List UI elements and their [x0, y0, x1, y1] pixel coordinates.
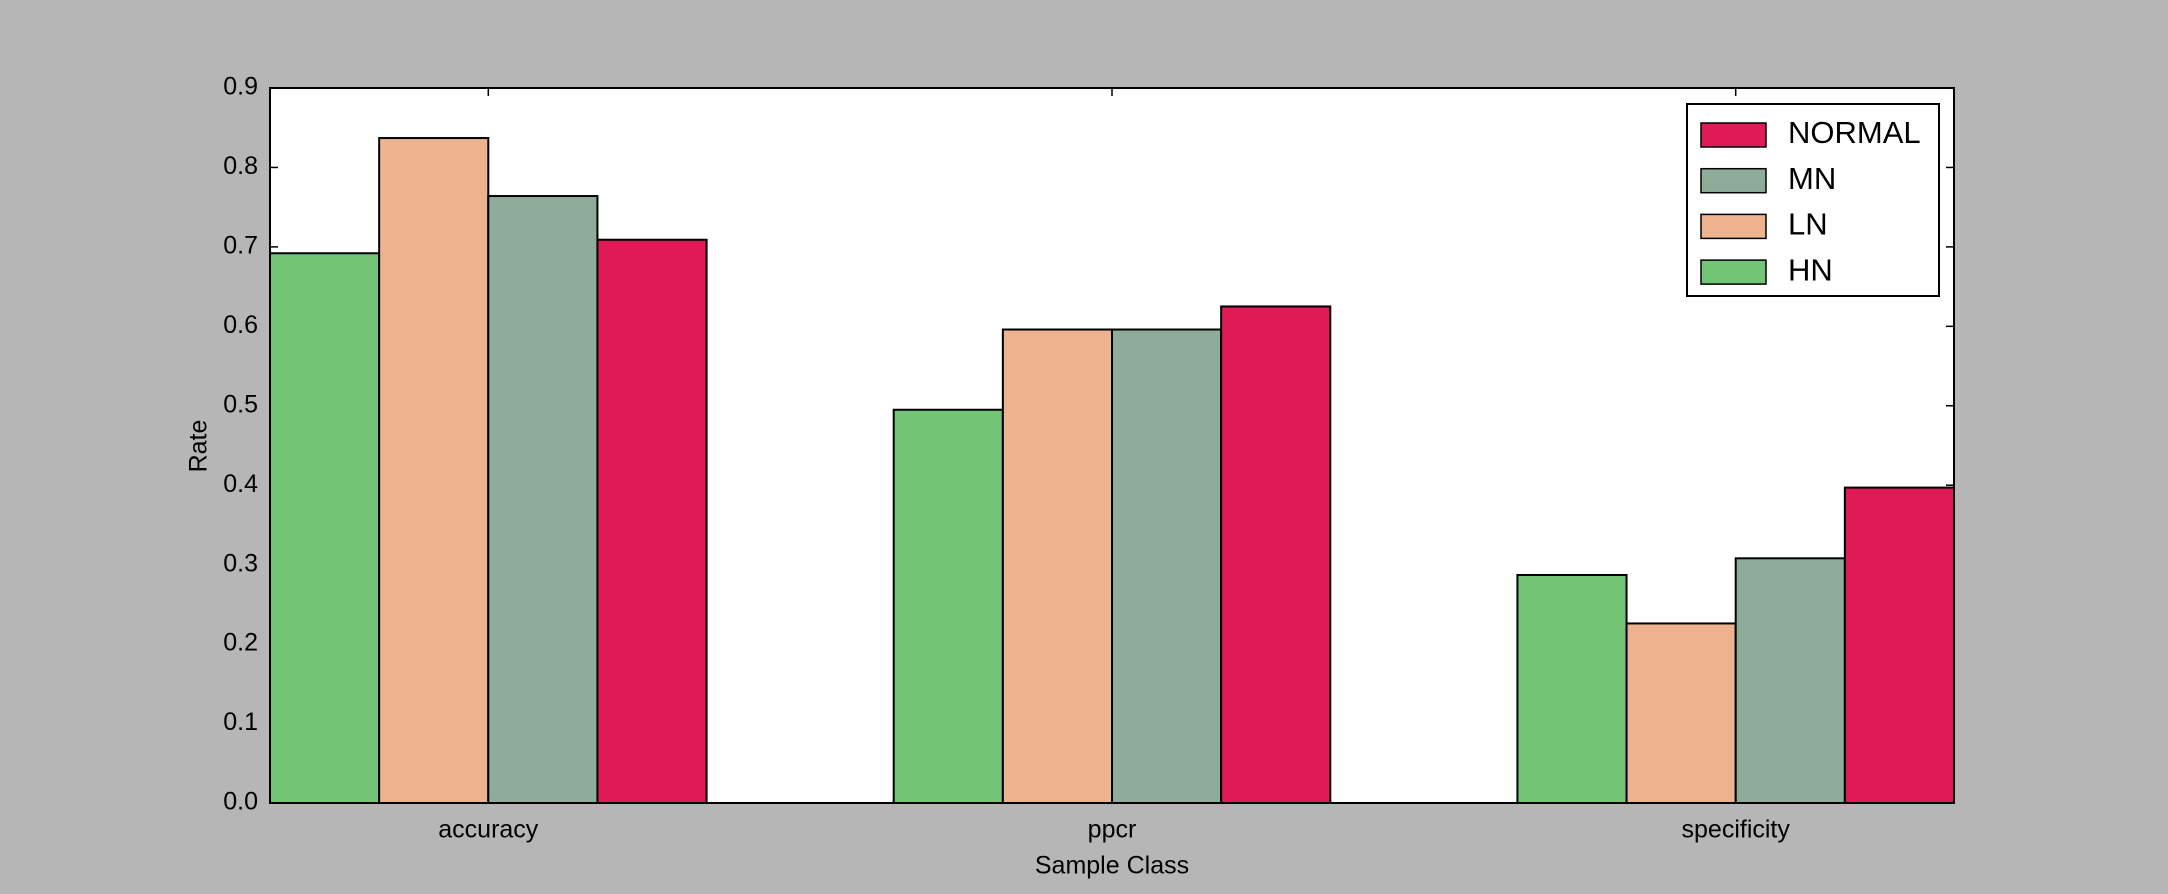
bar	[1734, 557, 1846, 804]
y-tick-label: 0.5	[223, 390, 258, 418]
legend-label: LN	[1788, 207, 1828, 242]
y-tick-label: 0.2	[223, 629, 258, 657]
plot-frame	[269, 87, 1955, 804]
bar	[1220, 305, 1332, 804]
legend-swatch	[1700, 167, 1767, 194]
y-tick-label: 0.9	[223, 73, 258, 101]
y-tick-label: 0.4	[223, 470, 258, 498]
bar	[892, 408, 1004, 804]
y-tick-label: 0.8	[223, 152, 258, 180]
legend-swatch	[1700, 259, 1767, 285]
legend-label: HN	[1788, 252, 1833, 287]
legend-swatch	[1700, 122, 1767, 148]
x-tick-label: ppcr	[1088, 816, 1137, 844]
y-tick-label: 0.7	[223, 231, 258, 259]
bar	[487, 195, 599, 805]
y-tick-label: 0.1	[223, 708, 258, 736]
bar	[1001, 328, 1114, 804]
bar	[1843, 486, 1955, 804]
legend-swatch	[1700, 213, 1767, 240]
bar	[269, 252, 381, 804]
legend-label: NORMAL	[1788, 115, 1921, 150]
legend-label: MN	[1788, 161, 1836, 196]
bar	[1516, 573, 1628, 804]
y-tick-label: 0.6	[223, 311, 258, 339]
x-axis-label: Sample Class	[1035, 852, 1189, 880]
bar	[1625, 622, 1737, 805]
y-axis-label: Rate	[185, 420, 213, 473]
x-tick-label: accuracy	[438, 816, 539, 844]
x-tick-label: specificity	[1682, 816, 1791, 844]
bar	[378, 137, 490, 805]
y-tick-label: 0.0	[223, 788, 258, 816]
bar	[1111, 328, 1223, 804]
bar	[596, 238, 708, 804]
y-tick-label: 0.3	[223, 549, 258, 577]
